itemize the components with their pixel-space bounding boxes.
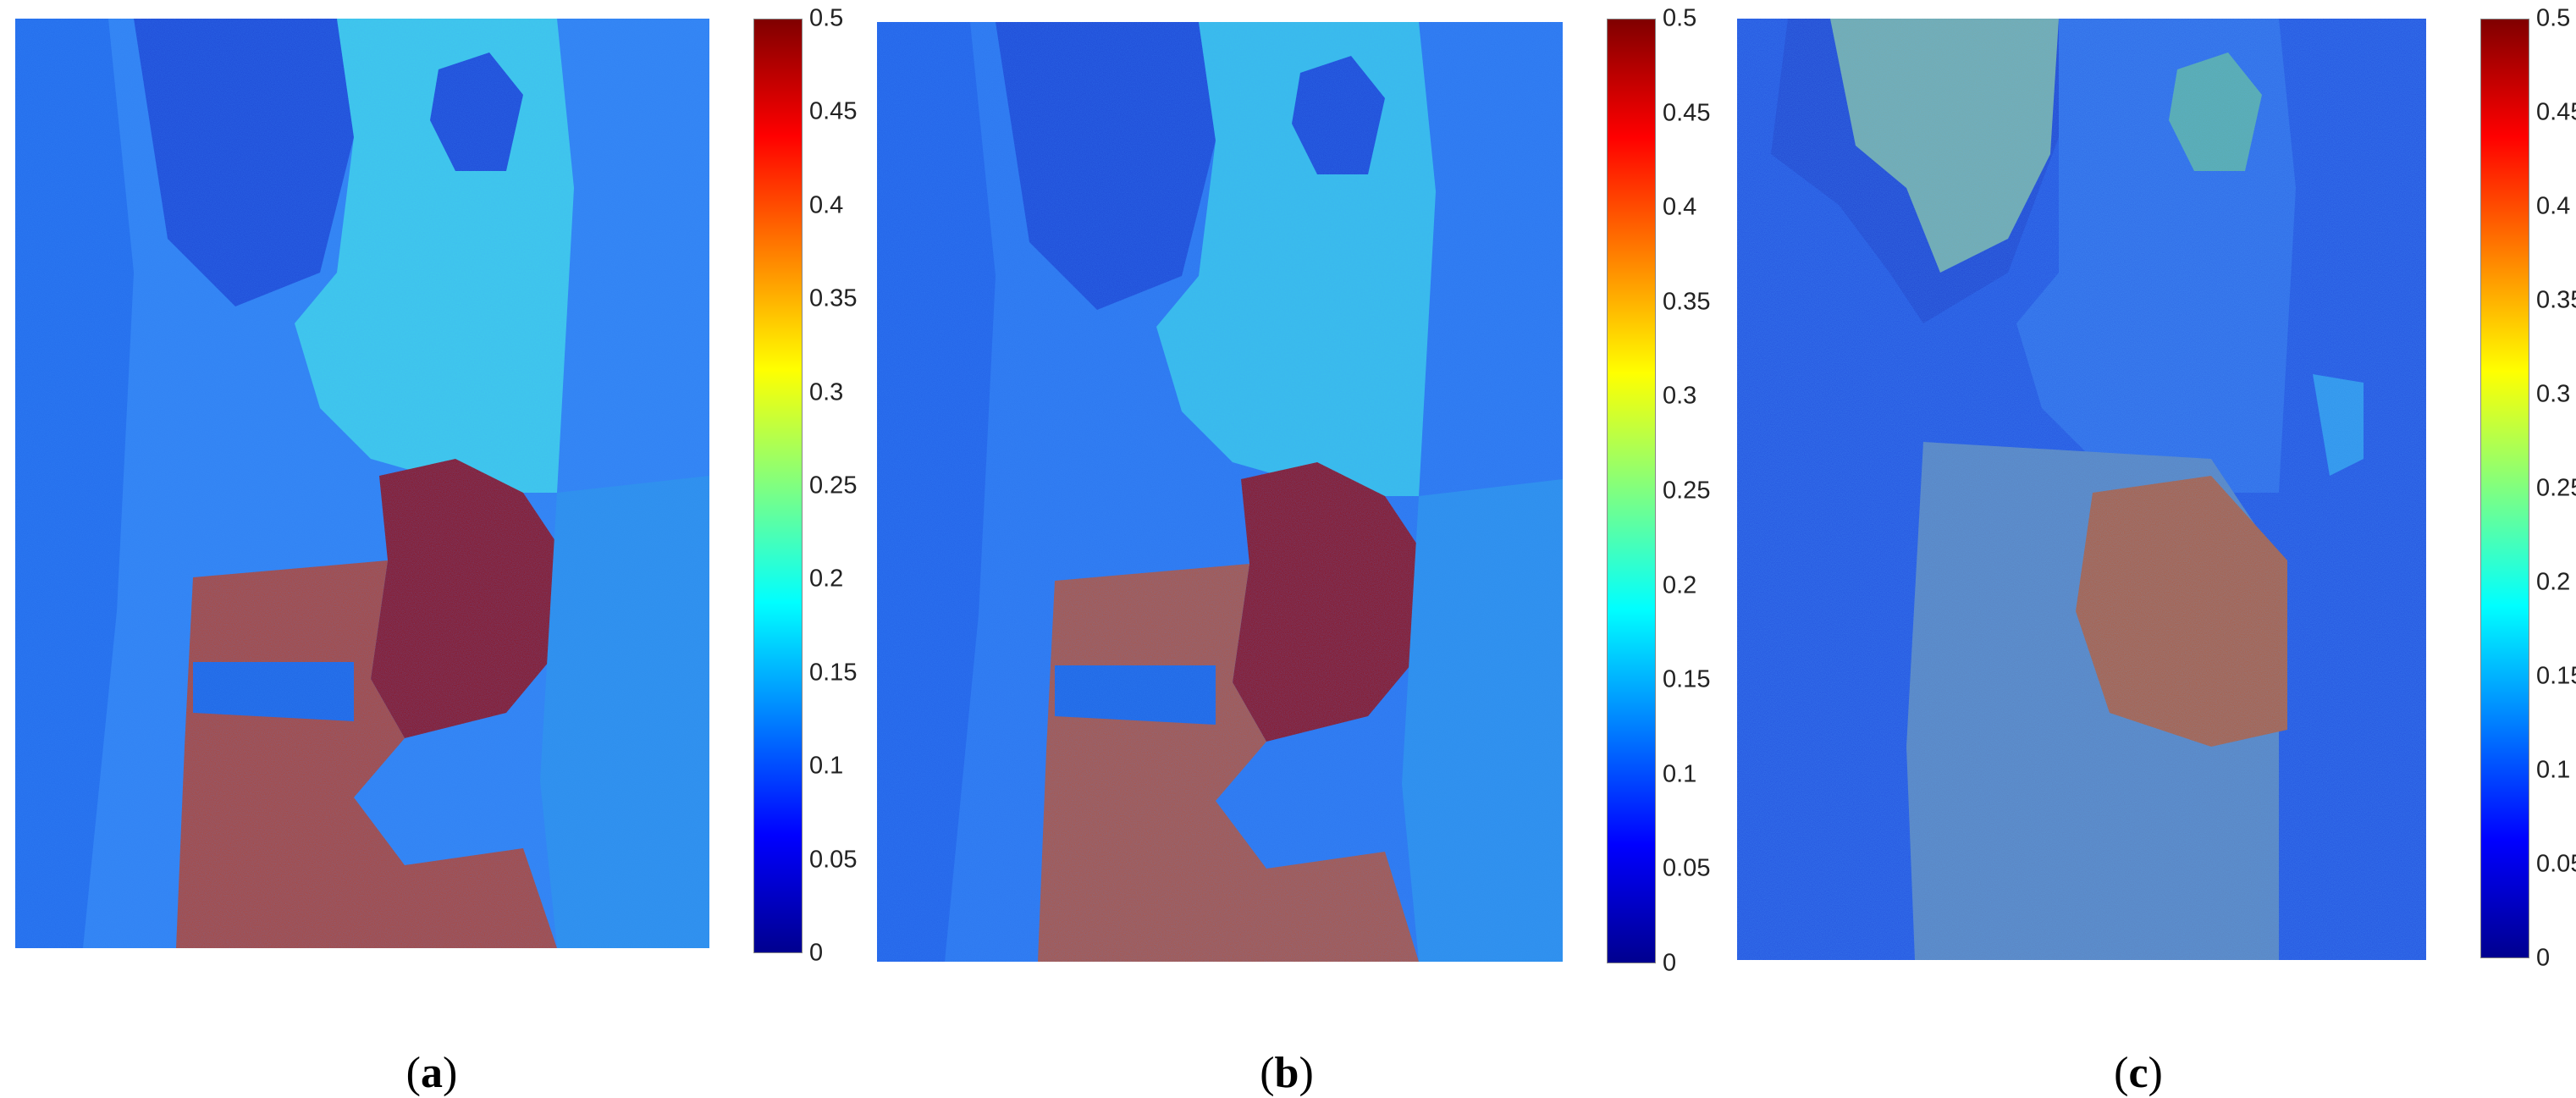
colorbar-tick: 0: [2536, 944, 2551, 972]
colorbar-tick: 0.5: [809, 4, 844, 32]
colorbar-tick: 0.4: [2536, 192, 2571, 220]
colorbar-tick: 0: [809, 939, 824, 967]
sar-image-a: [15, 19, 709, 948]
colorbar-tick: 0.45: [809, 97, 858, 125]
colorbar-tick: 0.3: [2536, 380, 2571, 408]
colorbar-tick: 0.1: [809, 752, 844, 780]
colorbar-tick: 0: [1663, 949, 1677, 977]
caption-a: (a): [405, 1049, 458, 1097]
colorbar-tick: 0.4: [1663, 193, 1697, 221]
colorbar-tick: 0.1: [1663, 760, 1697, 788]
colorbar-tick: 0.5: [2536, 4, 2571, 32]
colorbar-tick: 0.45: [1663, 99, 1711, 127]
colorbar-tick: 0.15: [809, 659, 858, 687]
colorbar-tick: 0.4: [809, 191, 844, 219]
colorbar-tick: 0.2: [2536, 568, 2571, 596]
colorbar-tick: 0.35: [1663, 288, 1711, 316]
sar-image-c: [1737, 19, 2426, 960]
colorbar-tick: 0.05: [2536, 850, 2576, 878]
colorbar-b: 0.5 0.45 0.4 0.35 0.3 0.25 0.2 0.15 0.1 …: [1607, 5, 1710, 977]
caption-b: (b): [1260, 1049, 1314, 1097]
colorbar-tick: 0.25: [2536, 474, 2576, 502]
colorbar-tick: 0.05: [1663, 854, 1711, 882]
colorbar-a: 0.5 0.45 0.4 0.35 0.3 0.25 0.2 0.15 0.1 …: [753, 5, 857, 967]
colorbar-tick: 0.3: [1663, 382, 1697, 410]
colorbar-tick: 0.35: [809, 284, 858, 312]
colorbar-tick: 0.3: [809, 378, 844, 406]
colorbar-tick: 0.2: [1663, 571, 1697, 599]
colorbar-tick: 0.45: [2536, 98, 2576, 126]
colorbar-c: 0.5 0.45 0.4 0.35 0.3 0.25 0.2 0.15 0.1 …: [2480, 5, 2576, 972]
colorbar-tick: 0.35: [2536, 286, 2576, 314]
colorbar-tick: 0.2: [809, 565, 844, 593]
colorbar-tick: 0.5: [1663, 4, 1697, 32]
caption-c: (c): [2114, 1049, 2163, 1097]
colorbar-tick: 0.25: [809, 472, 858, 499]
colorbar-tick: 0.05: [809, 846, 858, 874]
colorbar-tick: 0.15: [1663, 665, 1711, 693]
colorbar-tick: 0.15: [2536, 662, 2576, 690]
colorbar-tick: 0.1: [2536, 756, 2571, 784]
sar-image-b: [877, 22, 1563, 962]
colorbar-tick: 0.25: [1663, 477, 1711, 505]
